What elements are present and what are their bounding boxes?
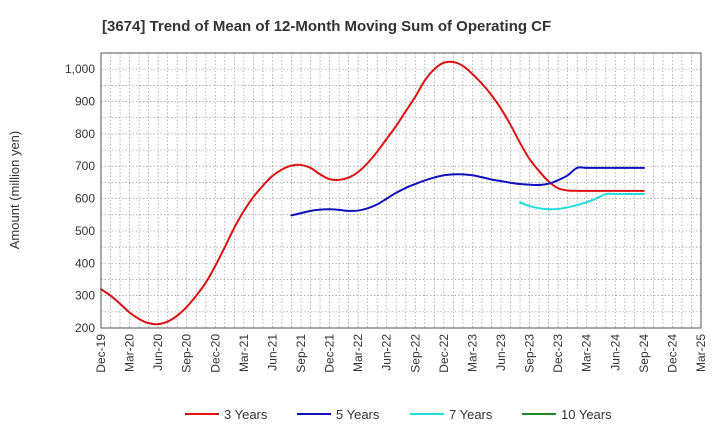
x-tick-label: Sep-22	[408, 334, 422, 373]
y-tick-label: 800	[75, 127, 95, 141]
x-tick-label: Sep-24	[637, 334, 651, 373]
x-tick-label: Mar-24	[580, 334, 594, 372]
x-tick-label: Jun-20	[151, 334, 165, 371]
x-tick-label: Dec-24	[665, 334, 679, 373]
x-tick-label: Dec-19	[94, 334, 108, 373]
chart-title: [3674] Trend of Mean of 12-Month Moving …	[102, 18, 551, 35]
legend-label: 10 Years	[561, 407, 612, 422]
x-tick-label: Mar-21	[237, 334, 251, 372]
x-tick-label: Dec-20	[208, 334, 222, 373]
y-tick-label: 900	[75, 95, 95, 109]
plot-frame	[100, 52, 702, 329]
legend-label: 3 Years	[224, 407, 268, 422]
series-line-2	[290, 166, 645, 217]
x-tick-label: Mar-25	[694, 334, 708, 372]
x-tick-label: Sep-21	[294, 334, 308, 373]
series-line-3	[519, 192, 645, 211]
x-tick-label: Sep-20	[180, 334, 194, 373]
y-tick-label: 200	[75, 321, 95, 335]
y-tick-label: 700	[75, 159, 95, 173]
x-tick-labels: Dec-19 Mar-20 Jun-20 Sep-20 Dec-20 Mar-21 Jun-…	[94, 334, 708, 373]
legend: 3 Years 5 Years 7 Years 10 Years	[185, 407, 612, 422]
x-tick-label: Jun-24	[608, 334, 622, 371]
y-tick-label: 600	[75, 192, 95, 206]
x-tick-label: Dec-21	[323, 334, 337, 373]
legend-label: 7 Years	[449, 407, 493, 422]
x-tick-label: Dec-22	[437, 334, 451, 373]
y-axis-label: Amount (million yen)	[7, 131, 22, 250]
x-tick-label: Mar-22	[351, 334, 365, 372]
x-tick-label: Mar-20	[123, 334, 137, 372]
y-tick-labels: 200 300 400 500 600 700 800 900 1,000	[65, 62, 95, 335]
series-lines	[100, 60, 645, 326]
x-tick-label: Jun-21	[265, 334, 279, 371]
x-tick-label: Jun-22	[380, 334, 394, 371]
y-tick-label: 500	[75, 224, 95, 238]
series-line-1	[100, 60, 645, 326]
y-tick-label: 400	[75, 256, 95, 270]
x-tick-label: Sep-23	[523, 334, 537, 373]
legend-label: 5 Years	[336, 407, 380, 422]
y-tick-label: 1,000	[65, 62, 95, 76]
x-tick-label: Mar-23	[465, 334, 479, 372]
y-tick-label: 300	[75, 289, 95, 303]
x-tick-label: Jun-23	[494, 334, 508, 371]
x-tick-label: Dec-23	[551, 334, 565, 373]
